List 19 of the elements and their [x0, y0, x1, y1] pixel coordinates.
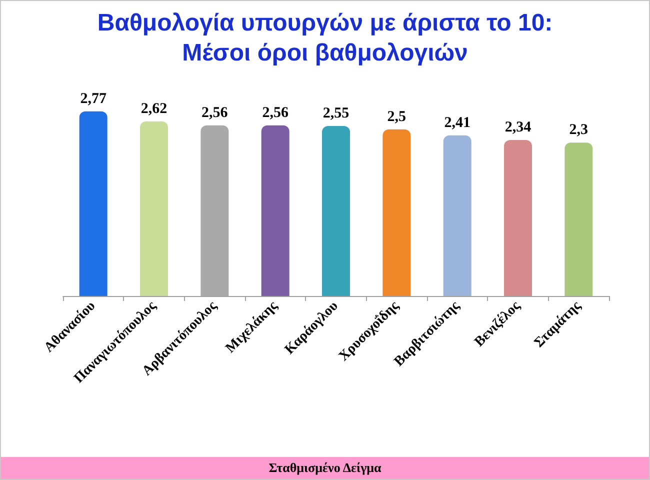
data-label: 2,55 — [322, 106, 350, 122]
data-label: 2,77 — [80, 90, 107, 107]
bar — [564, 142, 593, 296]
bar — [504, 140, 532, 296]
data-label: 2,56 — [202, 104, 228, 121]
bar — [79, 111, 108, 296]
data-label: 2,41 — [444, 114, 470, 131]
bar — [322, 126, 350, 296]
data-label: 2,34 — [504, 120, 532, 136]
bar — [140, 121, 168, 296]
data-label: 2,3 — [569, 122, 588, 138]
bar — [261, 125, 290, 296]
text: Σταθμισμένο Δείγμα — [1, 457, 649, 479]
data-label: 2,62 — [140, 100, 168, 117]
chart-title: Βαθμολογία υπουργών με άριστα το 10: Μέσοι όροι βαθμολογιών — [97, 10, 553, 66]
data-label: 2,56 — [262, 104, 289, 121]
bar — [443, 135, 472, 296]
data-label: 2,5 — [387, 108, 406, 125]
bar — [382, 129, 411, 296]
